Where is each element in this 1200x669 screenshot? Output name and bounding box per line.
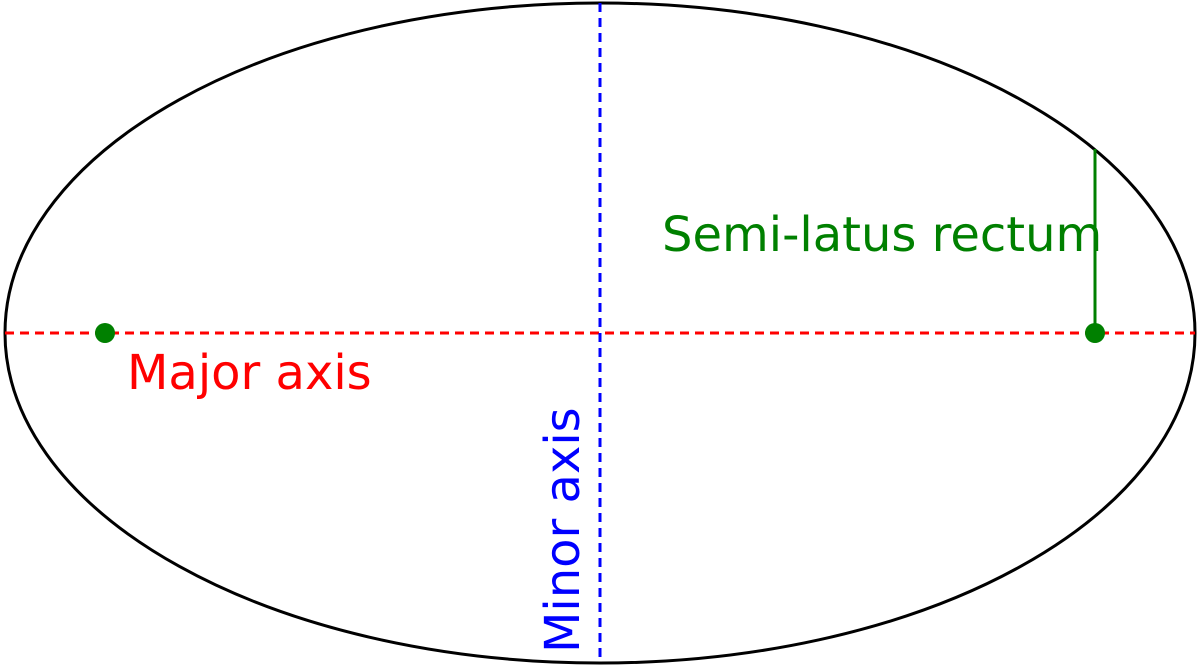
right-focus-point [1085, 323, 1105, 343]
left-focus-point [95, 323, 115, 343]
major-axis-label: Major axis [127, 345, 372, 401]
minor-axis-label: Minor axis [535, 407, 591, 653]
semi-latus-rectum-label: Semi-latus rectum [662, 207, 1102, 263]
